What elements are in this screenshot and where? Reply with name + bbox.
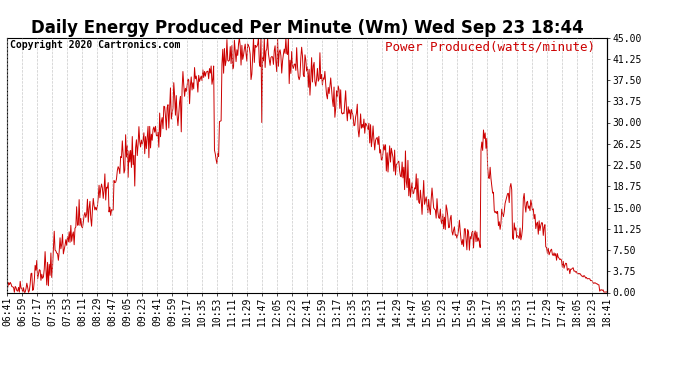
Title: Daily Energy Produced Per Minute (Wm) Wed Sep 23 18:44: Daily Energy Produced Per Minute (Wm) We… (30, 20, 584, 38)
Text: Power Produced(watts/minute): Power Produced(watts/minute) (385, 40, 595, 53)
Text: Copyright 2020 Cartronics.com: Copyright 2020 Cartronics.com (10, 40, 180, 50)
